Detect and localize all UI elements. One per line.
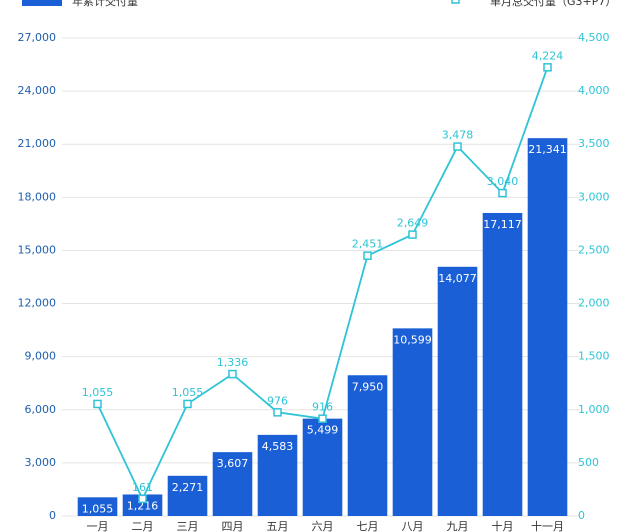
y-tick-label: 6,000	[25, 403, 57, 416]
bar-value-label: 4,583	[262, 440, 294, 453]
y2-tick-label: 4,500	[578, 31, 610, 44]
line-value-label: 1,055	[82, 386, 114, 399]
line-marker	[498, 188, 507, 198]
y2-tick-label: 2,000	[578, 297, 610, 310]
y2-tick-label: 3,500	[578, 137, 610, 150]
y-tick-label: 21,000	[18, 137, 57, 150]
y2-tick-label: 2,500	[578, 243, 610, 256]
y2-tick-label: 500	[578, 456, 599, 469]
line-value-label: 161	[132, 481, 153, 494]
line-value-label: 916	[312, 401, 333, 414]
line-marker	[93, 399, 102, 409]
bar-value-label: 5,499	[307, 424, 339, 437]
x-tick-label: 二月	[132, 520, 154, 532]
bar	[122, 494, 163, 516]
line-value-label: 2,649	[397, 217, 429, 230]
bar	[77, 497, 118, 516]
line-marker	[543, 63, 552, 72]
y2-tick-label: 3,000	[578, 190, 610, 203]
y-tick-label: 0	[49, 509, 56, 522]
line-marker	[273, 408, 282, 417]
line-value-label: 4,224	[532, 49, 564, 62]
y-tick-label: 12,000	[18, 297, 57, 310]
line-value-label: 2,451	[352, 238, 384, 251]
bar-value-label: 17,117	[483, 218, 522, 231]
y2-tick-label: 0	[578, 509, 585, 522]
bar	[167, 475, 208, 516]
x-tick-label: 四月	[222, 520, 244, 532]
bar	[257, 434, 298, 516]
line-marker	[183, 399, 192, 409]
x-tick-label: 十一月	[531, 519, 564, 532]
bar-value-label: 10,599	[393, 333, 432, 346]
y-tick-label: 27,000	[18, 31, 57, 44]
bar-value-label: 1,216	[127, 499, 159, 512]
line-marker	[363, 251, 372, 260]
line-marker	[453, 142, 462, 151]
x-tick-label: 六月	[312, 520, 334, 532]
bar	[212, 452, 253, 516]
line-value-label: 3,040	[487, 175, 519, 188]
x-tick-label: 三月	[177, 520, 199, 532]
line-marker	[318, 414, 327, 423]
legend-label: 单月总交付量（G3+P7）	[490, 0, 616, 8]
line-value-label: 976	[267, 394, 288, 407]
bar-value-label: 3,607	[217, 457, 249, 470]
bar-value-label: 7,950	[352, 380, 384, 393]
y-tick-label: 24,000	[18, 84, 57, 97]
y2-tick-label: 4,000	[578, 84, 610, 97]
bar	[347, 375, 388, 516]
legend-swatch	[451, 0, 460, 4]
y-tick-label: 18,000	[18, 190, 57, 203]
x-tick-label: 十月	[492, 519, 514, 532]
bar	[392, 328, 433, 516]
x-tick-label: 一月	[87, 520, 109, 532]
legend-label: 年累计交付量	[72, 0, 138, 8]
line-value-label: 1,055	[172, 386, 204, 399]
line-value-label: 3,478	[442, 129, 474, 142]
y-tick-label: 15,000	[18, 243, 57, 256]
bar	[527, 138, 568, 517]
line-marker	[138, 494, 147, 504]
y2-tick-label: 1,500	[578, 350, 610, 363]
bar-value-label: 21,341	[528, 143, 567, 156]
y2-tick-label: 1,000	[578, 403, 610, 416]
bar-value-label: 14,077	[438, 272, 477, 285]
y-tick-label: 3,000	[25, 456, 57, 469]
bar-value-label: 2,271	[172, 481, 204, 494]
bar-value-label: 1,055	[82, 502, 114, 515]
bar	[302, 418, 343, 516]
line-value-label: 1,336	[217, 356, 249, 369]
line-marker	[228, 369, 237, 379]
y-tick-label: 9,000	[25, 350, 57, 363]
x-tick-label: 九月	[447, 520, 469, 532]
legend-swatch	[22, 0, 62, 6]
line-marker	[408, 230, 417, 239]
x-tick-label: 七月	[357, 520, 379, 532]
x-tick-label: 八月	[402, 520, 424, 532]
bar	[482, 212, 523, 516]
bar	[437, 266, 478, 516]
x-tick-label: 五月	[267, 520, 289, 532]
